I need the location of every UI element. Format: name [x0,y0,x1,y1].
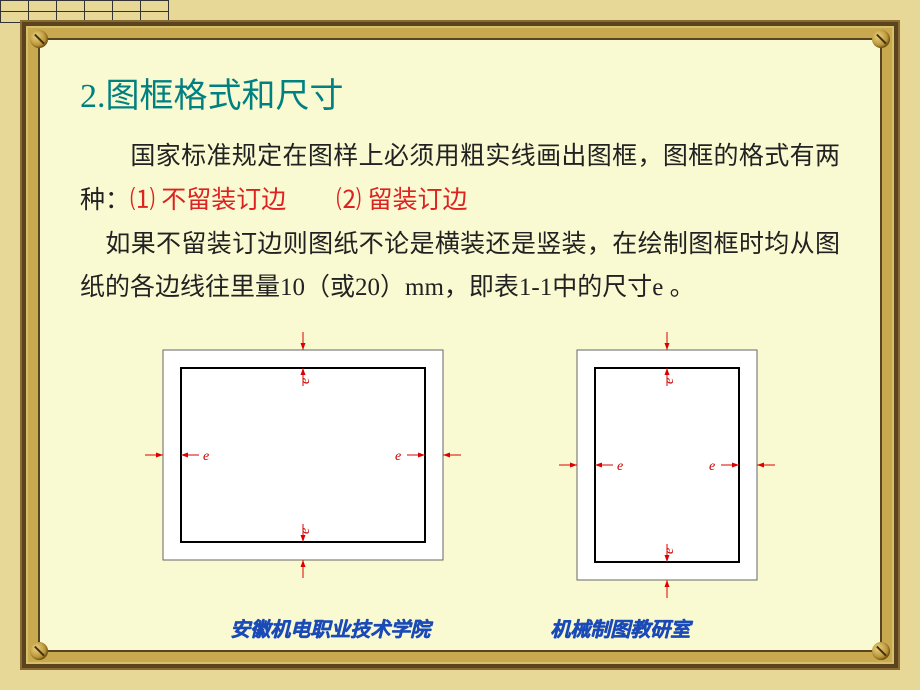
option-2: ⑵ 留装订边 [336,187,467,214]
svg-text:e: e [662,548,677,554]
screw-icon [872,30,890,48]
option-1: ⑴ 不留装订边 [130,187,286,214]
svg-text:e: e [298,378,313,384]
svg-text:e: e [395,449,401,464]
footer: 安徽机电职业技术学院 机械制图教研室 [40,613,880,642]
svg-text:e: e [617,459,623,474]
para2-text: 如果不留装订边则图纸不论是横装还是竖装，在绘制图框时均从图纸的各边线往里量10（… [80,231,840,302]
screw-icon [30,642,48,660]
diagram-landscape: e e e e [141,328,465,582]
diagram-portrait: e e e e [555,328,779,602]
svg-text:e: e [203,449,209,464]
slide-outer-frame: 2.图框格式和尺寸 国家标准规定在图样上必须用粗实线画出图框，图框的格式有两种：… [22,22,898,668]
svg-text:e: e [298,528,313,534]
diagram-row: e e e e e e e e [80,328,840,602]
footer-right: 机械制图教研室 [550,613,690,642]
svg-text:e: e [662,378,677,384]
ruler-table [0,0,169,23]
svg-text:e: e [709,459,715,474]
section-title: 2.图框格式和尺寸 [80,68,840,117]
screw-icon [872,642,890,660]
body-text: 国家标准规定在图样上必须用粗实线画出图框，图框的格式有两种：⑴ 不留装订边⑵ 留… [80,135,840,310]
footer-left: 安徽机电职业技术学院 [230,613,430,642]
slide-inner-frame: 2.图框格式和尺寸 国家标准规定在图样上必须用粗实线画出图框，图框的格式有两种：… [38,38,882,652]
screw-icon [30,30,48,48]
